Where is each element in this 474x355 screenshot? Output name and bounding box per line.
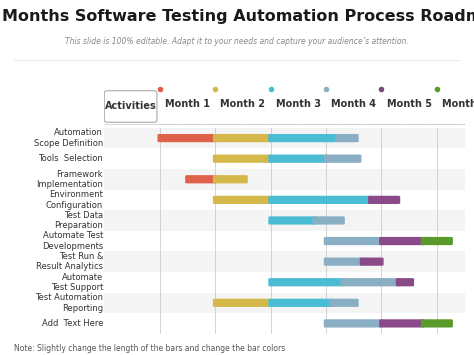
Text: Test Run &
Result Analytics: Test Run & Result Analytics: [36, 252, 103, 271]
FancyBboxPatch shape: [368, 196, 400, 204]
Text: Test Data
Preparation: Test Data Preparation: [55, 211, 103, 230]
FancyBboxPatch shape: [268, 134, 339, 142]
FancyBboxPatch shape: [340, 278, 400, 286]
FancyBboxPatch shape: [396, 278, 414, 286]
FancyBboxPatch shape: [104, 91, 157, 122]
Text: Test Automation
Reporting: Test Automation Reporting: [35, 293, 103, 312]
FancyBboxPatch shape: [268, 154, 328, 163]
FancyBboxPatch shape: [268, 299, 334, 307]
Text: Automate Test
Developments: Automate Test Developments: [42, 231, 103, 251]
FancyBboxPatch shape: [213, 154, 273, 163]
Text: Month 4: Month 4: [331, 99, 376, 109]
FancyBboxPatch shape: [213, 134, 273, 142]
FancyBboxPatch shape: [213, 196, 273, 204]
Text: Month 3: Month 3: [276, 99, 321, 109]
FancyBboxPatch shape: [360, 257, 383, 266]
FancyBboxPatch shape: [324, 257, 364, 266]
Bar: [104, 190, 465, 210]
Text: Environment
Configuration: Environment Configuration: [46, 190, 103, 209]
FancyBboxPatch shape: [379, 237, 425, 245]
Bar: [104, 251, 465, 272]
FancyBboxPatch shape: [324, 319, 383, 328]
Text: Six Months Software Testing Automation Process Roadmap: Six Months Software Testing Automation P…: [0, 9, 474, 24]
Text: This slide is 100% editable. Adapt it to your needs and capture your audience’s : This slide is 100% editable. Adapt it to…: [65, 37, 409, 46]
Text: Automation
Scope Definition: Automation Scope Definition: [34, 129, 103, 148]
Text: Note: Slightly change the length of the bars and change the bar colors: Note: Slightly change the length of the …: [14, 344, 285, 353]
FancyBboxPatch shape: [324, 154, 362, 163]
FancyBboxPatch shape: [379, 319, 425, 328]
Text: Tools  Selection: Tools Selection: [38, 154, 103, 163]
Bar: [104, 313, 465, 334]
Bar: [104, 293, 465, 313]
FancyBboxPatch shape: [268, 278, 345, 286]
FancyBboxPatch shape: [157, 134, 218, 142]
Bar: [104, 169, 465, 190]
FancyBboxPatch shape: [324, 237, 383, 245]
Text: Framework
Implementation: Framework Implementation: [36, 170, 103, 189]
Text: Month 5: Month 5: [387, 99, 432, 109]
Bar: [104, 272, 465, 293]
Bar: [104, 231, 465, 251]
Text: Month 2: Month 2: [220, 99, 265, 109]
Text: Month 1: Month 1: [165, 99, 210, 109]
Text: Activities: Activities: [105, 101, 156, 111]
Bar: [104, 148, 465, 169]
Text: Add  Text Here: Add Text Here: [42, 319, 103, 328]
Bar: [104, 128, 465, 148]
FancyBboxPatch shape: [185, 175, 218, 184]
Text: Month 6: Month 6: [442, 99, 474, 109]
FancyBboxPatch shape: [213, 175, 248, 184]
FancyBboxPatch shape: [421, 319, 453, 328]
FancyBboxPatch shape: [268, 196, 373, 204]
FancyBboxPatch shape: [329, 299, 359, 307]
Text: Automate
Test Support: Automate Test Support: [51, 273, 103, 292]
Bar: [104, 210, 465, 231]
FancyBboxPatch shape: [213, 299, 273, 307]
FancyBboxPatch shape: [421, 237, 453, 245]
FancyBboxPatch shape: [335, 134, 359, 142]
FancyBboxPatch shape: [268, 216, 317, 225]
FancyBboxPatch shape: [313, 216, 345, 225]
